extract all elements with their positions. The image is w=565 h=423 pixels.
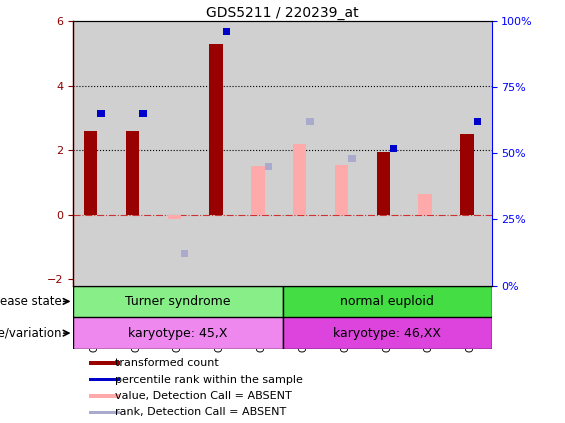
Text: disease state: disease state (0, 295, 62, 308)
Bar (73, 21, 115, 286)
Bar (334, 165, 348, 214)
Bar (264, 163, 272, 170)
Bar (348, 155, 356, 162)
Bar (293, 144, 306, 214)
Text: normal euploid: normal euploid (340, 295, 434, 308)
Bar (366, 21, 408, 286)
Bar (199, 21, 241, 286)
Bar (89, 394, 120, 398)
Text: rank, Detection Call = ABSENT: rank, Detection Call = ABSENT (115, 407, 286, 418)
Bar (181, 250, 189, 257)
Bar (89, 378, 120, 382)
Bar (408, 21, 450, 286)
Bar (324, 21, 366, 286)
Bar (167, 214, 181, 220)
Bar (157, 21, 199, 286)
Text: Turner syndrome: Turner syndrome (125, 295, 231, 308)
Text: transformed count: transformed count (115, 358, 219, 368)
Bar (241, 21, 282, 286)
FancyBboxPatch shape (73, 286, 282, 317)
Bar (377, 152, 390, 214)
Bar (97, 110, 105, 117)
Text: karyotype: 46,XX: karyotype: 46,XX (333, 327, 441, 340)
Bar (223, 28, 231, 35)
Bar (209, 44, 223, 214)
Text: genotype/variation: genotype/variation (0, 327, 62, 340)
Bar (390, 145, 398, 151)
Bar (125, 131, 139, 214)
Bar (460, 134, 473, 214)
Bar (89, 411, 120, 414)
FancyBboxPatch shape (282, 286, 492, 317)
Title: GDS5211 / 220239_at: GDS5211 / 220239_at (206, 6, 359, 20)
Bar (473, 118, 481, 125)
Text: percentile rank within the sample: percentile rank within the sample (115, 375, 303, 385)
FancyBboxPatch shape (73, 317, 282, 349)
Bar (306, 118, 314, 125)
Bar (89, 362, 120, 365)
Bar (115, 21, 157, 286)
Text: value, Detection Call = ABSENT: value, Detection Call = ABSENT (115, 391, 292, 401)
Bar (84, 131, 97, 214)
FancyBboxPatch shape (282, 317, 492, 349)
Bar (418, 194, 432, 214)
Bar (282, 21, 324, 286)
Text: karyotype: 45,X: karyotype: 45,X (128, 327, 228, 340)
Bar (450, 21, 492, 286)
Bar (139, 110, 147, 117)
Bar (251, 166, 264, 214)
